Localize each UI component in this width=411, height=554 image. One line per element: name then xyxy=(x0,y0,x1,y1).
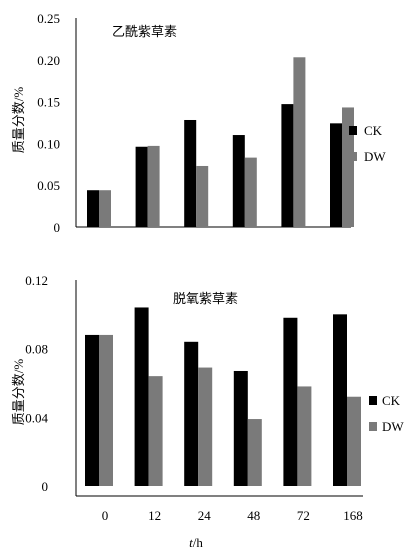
legend-label-ck: CK xyxy=(364,123,383,138)
bar-ck-0 xyxy=(87,190,99,227)
legend-label-dw: DW xyxy=(364,149,386,164)
bar-ck-72 xyxy=(283,317,298,486)
y-tick-labels: 0 0.04 0.08 0.12 xyxy=(25,273,48,494)
bar-dw-168 xyxy=(347,396,361,486)
bar-dw-0 xyxy=(99,334,113,486)
bar-dw-48 xyxy=(244,157,257,227)
legend-swatch-ck xyxy=(369,396,377,405)
bar-dw-12 xyxy=(148,376,163,486)
chart-title: 乙酰紫草素 xyxy=(112,24,177,39)
y-tick-label: 0.04 xyxy=(25,410,48,425)
bar-dw-48 xyxy=(247,419,262,486)
y-tick-label: 0.10 xyxy=(37,136,60,151)
bar-dw-72 xyxy=(293,57,306,228)
x-tick-label: 0 xyxy=(102,508,109,523)
bar-dw-12 xyxy=(147,145,160,227)
bar-ck-12 xyxy=(135,146,148,227)
y-tick-label: 0.05 xyxy=(37,178,60,193)
y-tick-label: 0 xyxy=(54,220,61,235)
bar-dw-168 xyxy=(342,107,354,227)
y-tick-label: 0.15 xyxy=(37,95,60,110)
bar-ck-12 xyxy=(134,307,149,486)
x-tick-label: 168 xyxy=(343,508,363,523)
y-tick-label: 0.20 xyxy=(37,53,60,68)
x-tick-labels: 0 12 24 48 72 168 xyxy=(102,508,363,523)
bar-dw-72 xyxy=(297,386,312,486)
legend-swatch-dw xyxy=(369,422,377,431)
x-tick-label: 48 xyxy=(247,508,260,523)
x-axis-label: t/h xyxy=(189,535,203,550)
bar-group xyxy=(85,307,361,486)
legend-swatch-dw xyxy=(349,152,357,161)
y-tick-label: 0.08 xyxy=(25,342,48,357)
x-tick-label: 12 xyxy=(148,508,161,523)
bar-ck-48 xyxy=(233,370,248,486)
bar-ck-0 xyxy=(85,334,99,486)
legend: CK DW xyxy=(369,393,404,434)
bar-ck-168 xyxy=(330,123,342,227)
x-tick-label: 72 xyxy=(297,508,310,523)
bar-dw-24 xyxy=(196,165,209,227)
y-tick-label: 0.12 xyxy=(25,273,48,288)
bar-ck-72 xyxy=(281,104,294,227)
legend-label-dw: DW xyxy=(382,419,404,434)
bar-group xyxy=(87,57,354,228)
chart-title: 脱氧紫草素 xyxy=(173,291,238,306)
bar-ck-168 xyxy=(333,314,347,486)
y-tick-label: 0.25 xyxy=(37,11,60,26)
bar-dw-0 xyxy=(99,190,111,227)
chart-panel-deoxyshikonin: 脱氧紫草素 质量分数/% 00.040.080.12 0 12 24 48 72 168 … xyxy=(11,273,404,550)
legend: CK DW xyxy=(349,123,386,164)
bar-dw-24 xyxy=(198,367,213,486)
x-tick-label: 24 xyxy=(198,508,212,523)
y-tick-label: 0 xyxy=(42,479,49,494)
bar-ck-24 xyxy=(184,119,197,227)
bar-ck-48 xyxy=(232,135,245,227)
bar-ck-24 xyxy=(184,341,199,486)
legend-swatch-ck xyxy=(349,126,357,135)
y-axis-label: 质量分数/% xyxy=(11,87,26,154)
chart-panel-acetylshikonin: 乙酰紫草素 质量分数/% 0 0.05 0.10 0.15 0.20 0.25 CK DW xyxy=(11,11,386,235)
y-axis-label: 质量分数/% xyxy=(11,359,26,426)
y-tick-labels: 0 0.05 0.10 0.15 0.20 0.25 xyxy=(37,11,60,235)
legend-label-ck: CK xyxy=(382,393,401,408)
